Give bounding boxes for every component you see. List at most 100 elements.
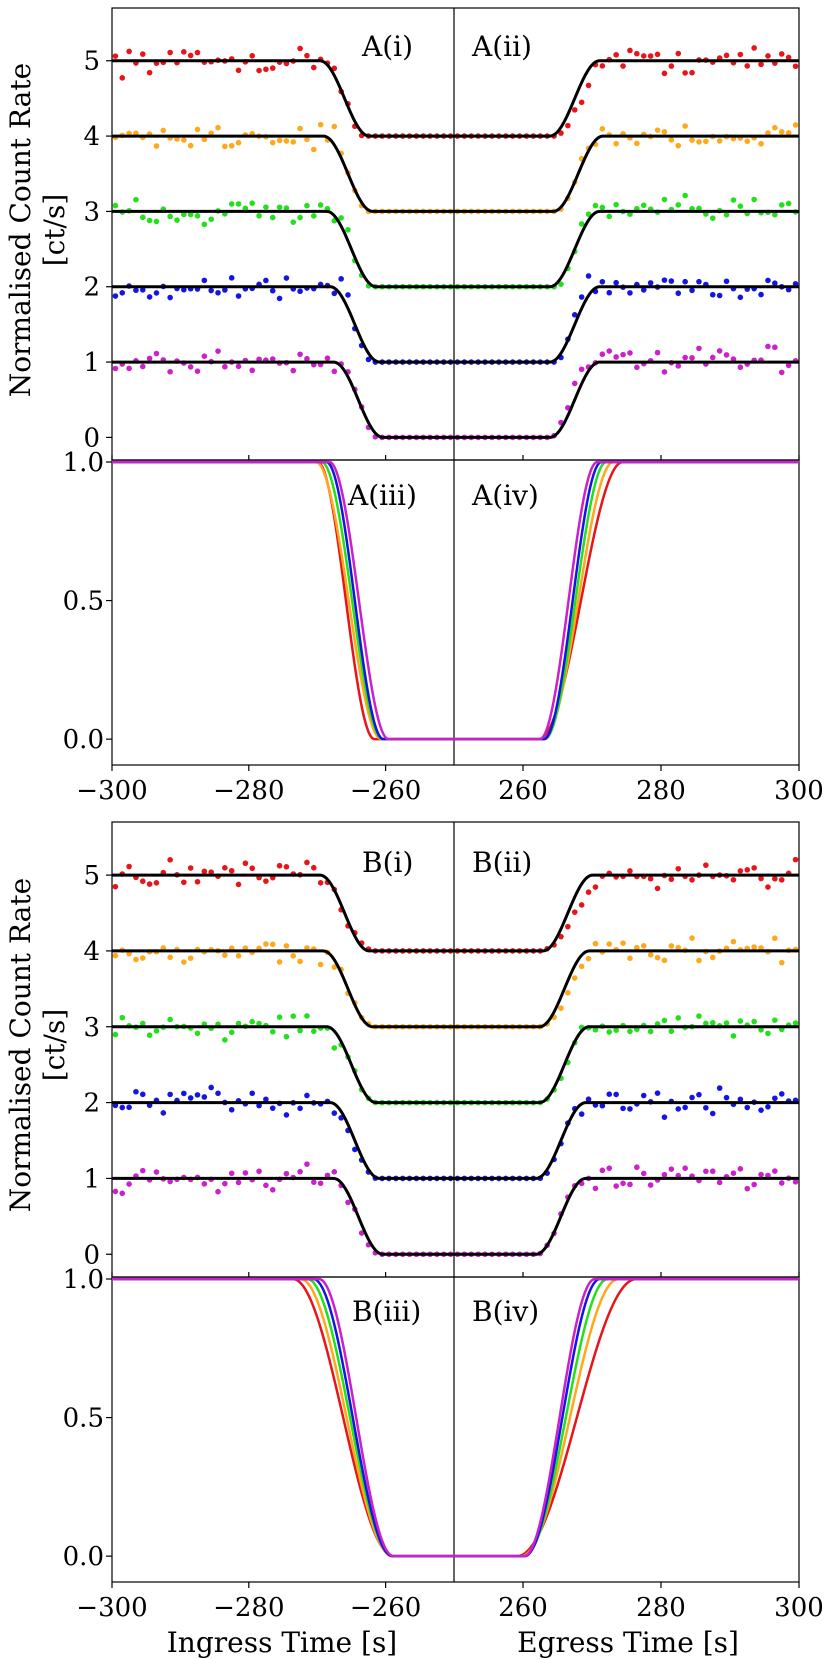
data-point	[599, 63, 606, 69]
data-point	[730, 197, 737, 203]
panel-label-b-i: B(i)	[362, 846, 413, 879]
data-point	[744, 1104, 751, 1111]
data-point	[696, 139, 702, 145]
data-point	[737, 364, 744, 371]
data-point	[792, 1020, 799, 1026]
data-point	[187, 1095, 194, 1101]
data-point	[167, 1178, 173, 1185]
data-point	[778, 1180, 785, 1186]
data-point	[751, 944, 757, 950]
data-point	[703, 1168, 709, 1175]
data-point	[256, 67, 262, 74]
data-point	[703, 1104, 709, 1111]
data-point	[310, 1179, 317, 1185]
data-point	[194, 368, 201, 374]
data-point	[181, 286, 187, 293]
data-point	[297, 125, 303, 132]
data-point	[751, 865, 757, 871]
data-point	[153, 880, 160, 886]
data-point	[338, 215, 344, 221]
data-point	[558, 1005, 564, 1011]
data-point	[675, 865, 682, 872]
data-point	[606, 289, 613, 296]
data-point	[235, 363, 242, 370]
data-point	[263, 1182, 269, 1189]
data-point	[269, 214, 276, 221]
data-point	[167, 49, 173, 56]
data-point	[331, 1110, 338, 1116]
data-point	[661, 70, 668, 77]
data-point	[765, 130, 771, 136]
data-point	[249, 865, 256, 872]
data-point	[201, 353, 208, 359]
data-point	[675, 50, 682, 57]
fit-line-egress	[454, 360, 799, 439]
data-point	[201, 868, 208, 875]
data-point	[654, 51, 661, 58]
y-tick-label: 0.0	[63, 725, 104, 755]
fit-line-ingress	[112, 1025, 454, 1105]
panel-group-b: 0 1 2 3 4 5 0.0 0.5 1.0 −300 −280 −260 260 280 300 B(…	[63, 821, 824, 1623]
fit-line-egress	[454, 209, 799, 289]
data-point	[675, 1106, 682, 1112]
series-3	[112, 273, 799, 365]
data-point	[112, 952, 119, 959]
fit-line-ingress	[112, 59, 454, 138]
data-point	[772, 124, 778, 131]
data-point	[139, 1091, 146, 1098]
y-label-line1-a: Normalised Count Rate	[4, 63, 37, 397]
data-point	[758, 61, 764, 68]
data-point	[263, 1096, 269, 1103]
data-point	[682, 278, 688, 285]
data-point	[331, 964, 338, 970]
data-point	[283, 1033, 290, 1040]
data-point	[758, 1027, 764, 1033]
data-point	[737, 1096, 744, 1103]
data-point	[675, 944, 682, 951]
data-point	[730, 1033, 737, 1039]
fit-line-egress	[454, 134, 799, 213]
data-point	[283, 863, 290, 870]
data-point	[751, 1181, 757, 1188]
fit-line-egress	[454, 59, 799, 138]
data-point	[723, 211, 730, 218]
data-point	[709, 215, 716, 221]
y-tick-label: 2	[83, 273, 100, 303]
data-point	[126, 365, 132, 372]
data-point	[640, 1092, 647, 1099]
data-point	[703, 862, 709, 868]
data-point	[689, 877, 695, 883]
panel-group-a: 0 1 2 3 4 5 0.0 0.5 1.0 −300 −280 −260 260 280 300 A(…	[63, 7, 824, 806]
y-label-line2-a: [ct/s]	[38, 194, 71, 267]
y-tick-label: 1.0	[63, 1265, 104, 1295]
data-point	[585, 273, 592, 279]
data-point	[565, 122, 571, 129]
data-point	[620, 63, 626, 69]
x-tick-label: −260	[350, 776, 421, 806]
data-point	[682, 354, 688, 361]
data-point	[737, 294, 744, 301]
data-point	[647, 280, 654, 286]
x-tick-label: 300	[774, 776, 824, 806]
fit-line-ingress	[112, 134, 454, 213]
y-axis-label-a: Normalised Count Rate [ct/s]	[4, 63, 71, 397]
data-point	[153, 290, 160, 296]
y-tick-label: 4	[83, 122, 100, 152]
data-point	[682, 192, 688, 199]
data-point	[269, 941, 276, 948]
data-point	[242, 205, 249, 212]
data-point	[772, 935, 778, 942]
profile-ingress-4	[112, 460, 454, 741]
profile-egress-4	[454, 1277, 799, 1558]
data-point	[201, 221, 208, 228]
panel-label-b-iv: B(iv)	[472, 1295, 539, 1328]
data-point	[283, 943, 290, 949]
data-point	[709, 954, 716, 961]
data-point	[249, 200, 256, 206]
data-point	[737, 868, 744, 874]
data-point	[661, 1171, 668, 1178]
data-point	[269, 1105, 276, 1111]
data-point	[146, 69, 153, 76]
data-point	[634, 944, 640, 951]
data-point	[235, 1179, 242, 1186]
